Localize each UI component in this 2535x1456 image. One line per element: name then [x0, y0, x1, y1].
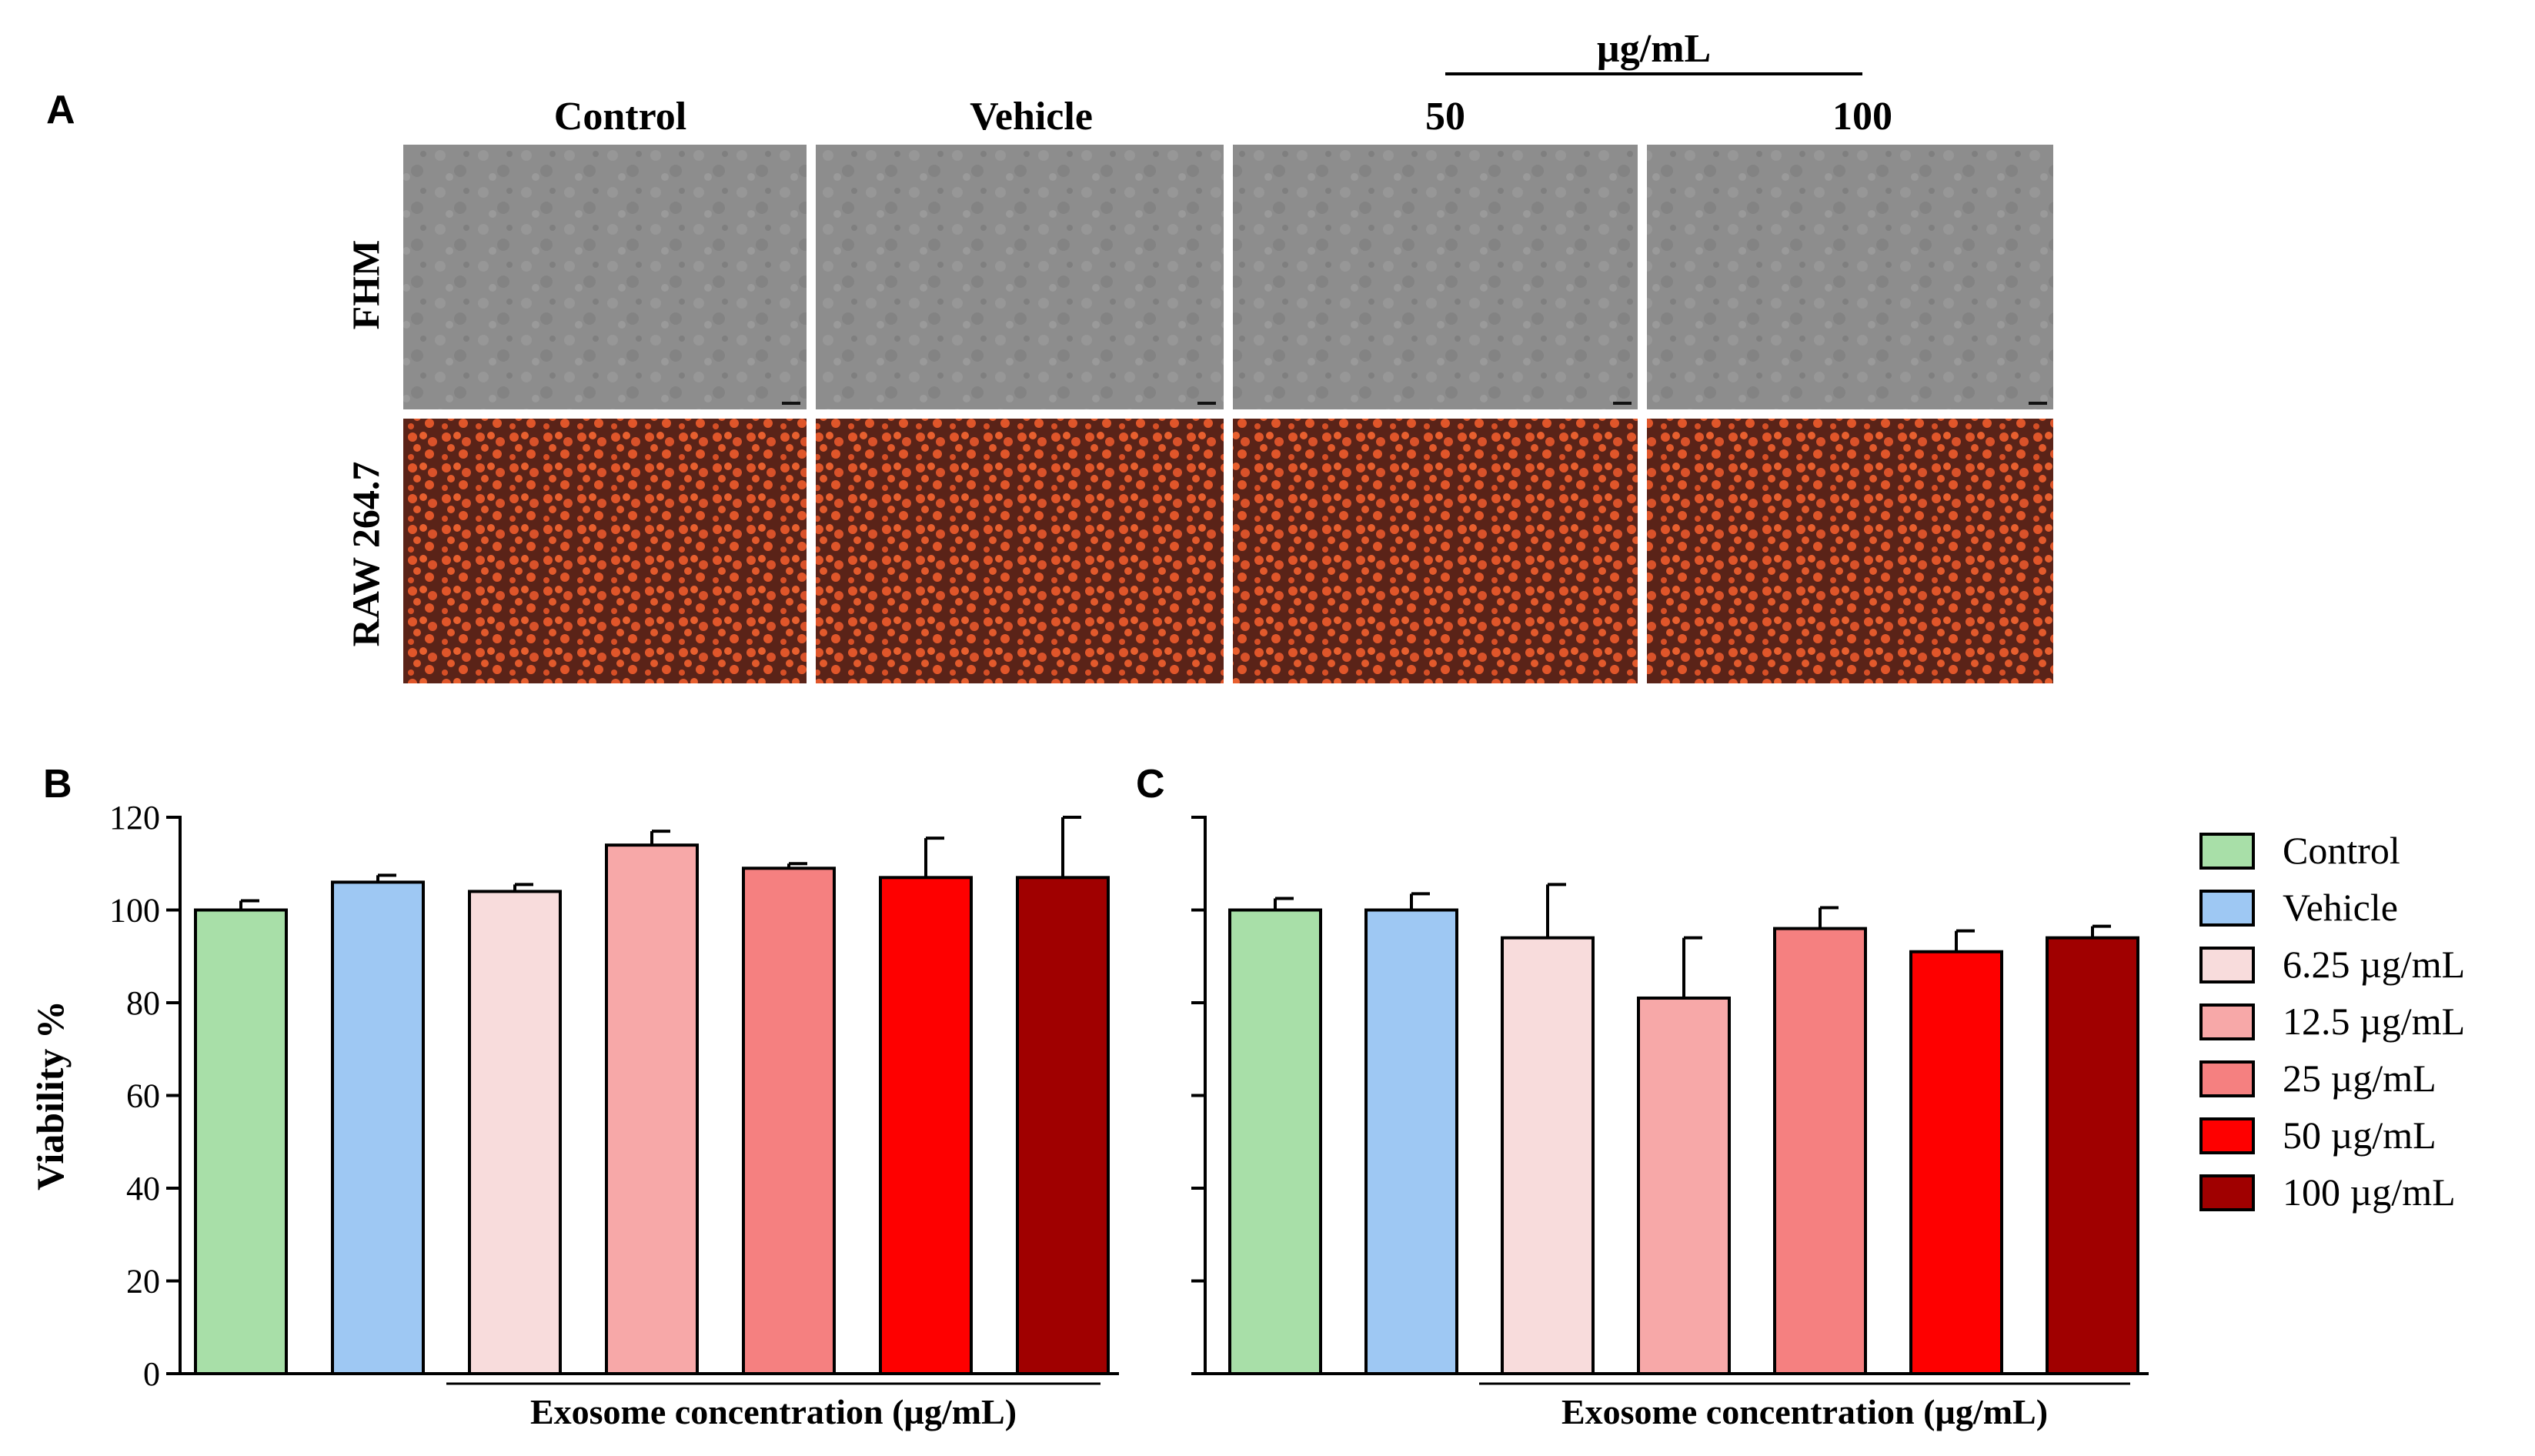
panel-b-label: B — [43, 762, 72, 806]
legend-label: 6.25 µg/mL — [2283, 943, 2465, 986]
unit-header: µg/mL — [1597, 27, 1711, 71]
micrograph-raw-vehicle — [816, 419, 1224, 683]
legend-swatch — [2199, 1174, 2255, 1211]
chart-b: 0 20 40 60 80 100 120 Exosome concentration (µg… — [28, 799, 1119, 1431]
micrograph-fhm-50 — [1233, 145, 1638, 409]
chart-c: Exosome concentration (µg/mL) — [1191, 816, 2149, 1431]
bar — [1909, 950, 2003, 1375]
y-tick-label: 40 — [126, 1170, 160, 1207]
col-header-control: Control — [554, 95, 686, 139]
bar — [879, 876, 973, 1375]
y-tick-label: 80 — [126, 984, 160, 1022]
legend-label: Vehicle — [2283, 886, 2398, 929]
legend-swatch — [2199, 1004, 2255, 1040]
legend-swatch — [2199, 890, 2255, 927]
y-tick-label: 120 — [109, 799, 160, 837]
micrograph-fhm-vehicle — [816, 145, 1224, 409]
legend-swatch — [2199, 1060, 2255, 1097]
bar — [1016, 876, 1110, 1375]
bar — [1637, 996, 1731, 1375]
x-axis-label: Exosome concentration (µg/mL) — [530, 1392, 1017, 1431]
bar — [331, 880, 425, 1375]
bar — [742, 867, 836, 1375]
bar — [1773, 927, 1867, 1375]
legend: Control Vehicle 6.25 µg/mL 12.5 µg/mL 25 µg/… — [2199, 829, 2465, 1214]
micrograph-raw-100 — [1647, 419, 2053, 683]
micrograph-grid — [403, 145, 2053, 683]
row-header-raw: RAW 264.7 — [344, 462, 387, 647]
bar — [468, 890, 562, 1375]
x-axis-label: Exosome concentration (µg/mL) — [1561, 1392, 2048, 1431]
legend-label: 50 µg/mL — [2283, 1114, 2436, 1157]
y-tick-label: 60 — [126, 1077, 160, 1115]
micrograph-fhm-control — [403, 145, 807, 409]
legend-label: 25 µg/mL — [2283, 1057, 2436, 1100]
legend-label: 12.5 µg/mL — [2283, 1000, 2465, 1043]
legend-label: 100 µg/mL — [2283, 1170, 2456, 1214]
bar — [1228, 908, 1322, 1375]
row-header-fhm: FHM — [344, 240, 387, 330]
legend-swatch — [2199, 833, 2255, 870]
y-axis-label: Viability % — [28, 1000, 72, 1191]
bar — [1364, 908, 1458, 1375]
bar — [2046, 936, 2139, 1375]
col-header-100: 100 — [1832, 95, 1892, 139]
panel-a-label: A — [46, 88, 75, 132]
col-header-50: 50 — [1425, 95, 1465, 139]
y-tick-label: 100 — [109, 892, 160, 930]
micrograph-fhm-100 — [1647, 145, 2053, 409]
legend-swatch — [2199, 1117, 2255, 1154]
y-tick-label: 0 — [143, 1355, 160, 1393]
micrograph-raw-50 — [1233, 419, 1638, 683]
bar — [194, 908, 288, 1375]
legend-label: Control — [2283, 829, 2400, 872]
legend-swatch — [2199, 947, 2255, 983]
micrograph-raw-control — [403, 419, 807, 683]
bar — [1501, 936, 1595, 1375]
panel-c-label: C — [1136, 762, 1165, 806]
col-header-vehicle: Vehicle — [970, 95, 1093, 139]
bar — [605, 843, 699, 1375]
y-tick-label: 20 — [126, 1263, 160, 1301]
